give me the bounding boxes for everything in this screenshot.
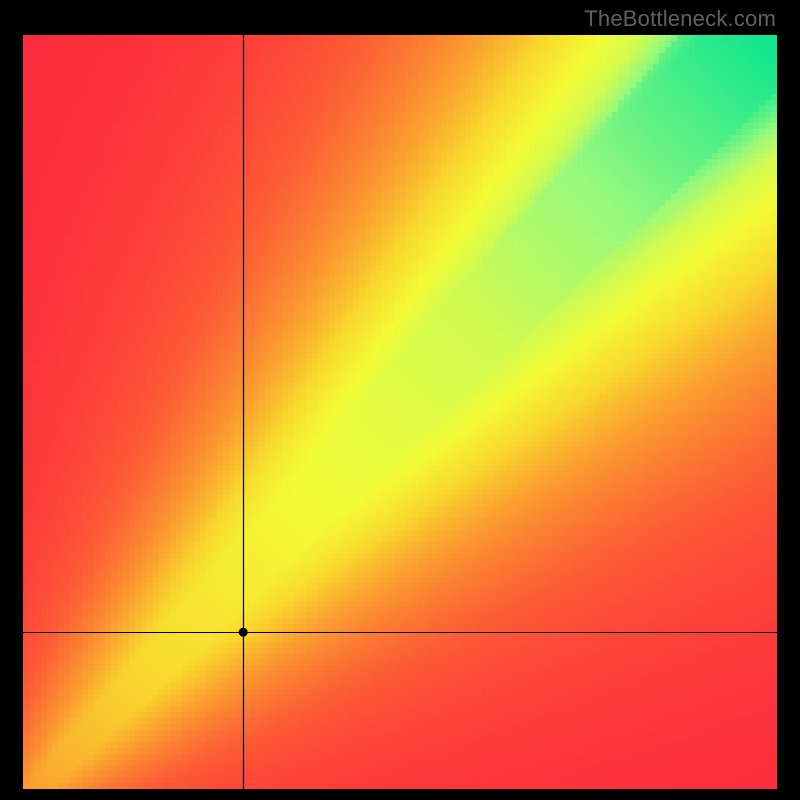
watermark-text: TheBottleneck.com bbox=[584, 6, 776, 32]
bottleneck-heatmap-canvas bbox=[23, 35, 777, 789]
plot-container bbox=[23, 35, 777, 789]
outer-frame: TheBottleneck.com bbox=[0, 0, 800, 800]
